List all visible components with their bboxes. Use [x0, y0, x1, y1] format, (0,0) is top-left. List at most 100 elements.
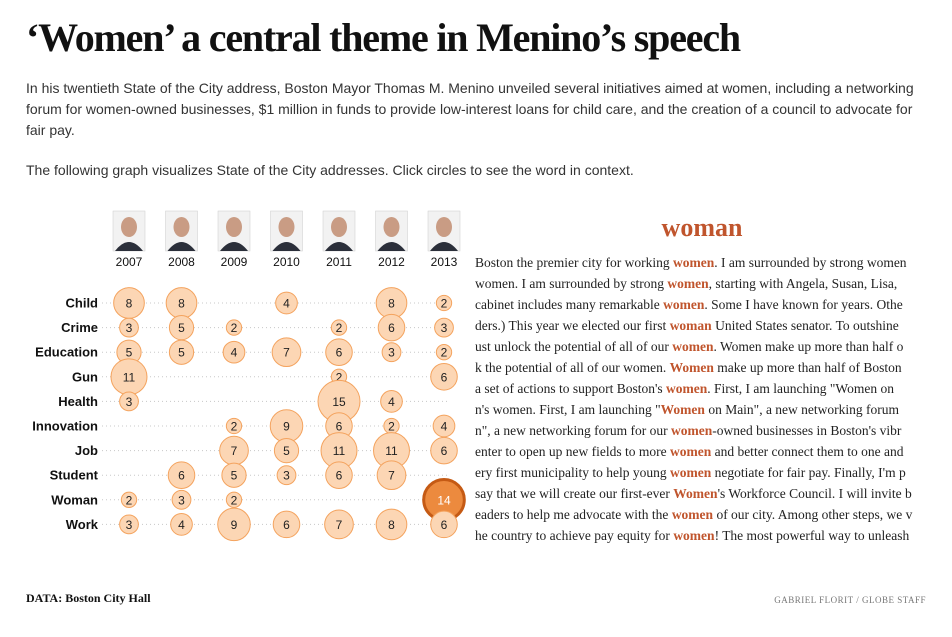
graphic-credit: GABRIEL FLORIT / GLOBE STAFF	[774, 595, 926, 605]
context-before: ders.) This year we elected our first	[475, 318, 670, 333]
portrait-icon	[428, 211, 460, 251]
bubble[interactable]	[169, 340, 193, 364]
bubble[interactable]	[376, 509, 407, 540]
bubble[interactable]	[171, 514, 193, 536]
context-before: Boston the premier city for working	[475, 255, 673, 270]
context-after: 's Workforce Council. I will invite b	[718, 486, 912, 501]
bubble[interactable]	[277, 466, 296, 485]
context-line: n's women. First, I am launching "Women …	[475, 399, 928, 420]
bubble[interactable]	[376, 288, 407, 319]
row-label: Work	[66, 517, 99, 532]
context-keyword: women	[670, 465, 711, 480]
chart-row: Student 6 5 3 6 7	[50, 461, 448, 490]
bubble[interactable]	[222, 463, 246, 487]
chart-rows: Child 8 8 4 8 2Crime 3 5 2 2 6 3Education 5 5 4 7 6 3 2Gun…	[32, 288, 464, 541]
bubble[interactable]	[436, 295, 451, 310]
bubble[interactable]	[220, 436, 249, 465]
context-keyword: women	[673, 255, 714, 270]
bubble[interactable]	[166, 288, 197, 319]
portrait-icon	[323, 211, 355, 251]
year-label: 2013	[431, 255, 458, 269]
bubble[interactable]	[272, 338, 301, 367]
bubble[interactable]	[433, 415, 455, 437]
portrait-face	[331, 217, 347, 237]
context-word-title: woman	[602, 213, 802, 243]
context-after: of our city. Among other steps, we v	[713, 507, 912, 522]
bubble[interactable]	[378, 314, 405, 341]
context-line: women. I am surrounded by strong women, …	[475, 273, 928, 294]
bubble[interactable]	[169, 315, 193, 339]
context-after: , starting with Angela, Susan, Lisa,	[709, 276, 898, 291]
chart-row: Gun 11 2 6	[72, 359, 457, 395]
context-after: . I am surrounded by strong women	[714, 255, 906, 270]
row-label: Student	[50, 468, 99, 483]
bubble[interactable]	[226, 320, 241, 335]
bubble[interactable]	[384, 418, 399, 433]
bubble[interactable]	[331, 320, 346, 335]
bubble[interactable]	[120, 392, 139, 411]
context-after: on Main", a new networking forum	[705, 402, 899, 417]
bubble[interactable]	[226, 418, 241, 433]
bubble[interactable]	[218, 508, 251, 541]
context-keyword: Women	[661, 402, 705, 417]
context-line: Boston the premier city for working wome…	[475, 252, 928, 273]
intro-paragraph: In his twentieth State of the City addre…	[26, 78, 926, 141]
context-keyword: women	[672, 507, 713, 522]
context-keyword: woman	[670, 318, 712, 333]
bubble[interactable]	[431, 437, 458, 464]
row-label: Innovation	[32, 419, 98, 434]
context-line: ery first municipality to help young wom…	[475, 462, 928, 483]
bubble[interactable]	[121, 492, 136, 507]
context-line: n", a new networking forum for our women…	[475, 420, 928, 441]
portrait-row	[113, 211, 460, 251]
bubble[interactable]	[436, 345, 451, 360]
context-after: ! The most powerful way to unleash	[715, 528, 910, 543]
bubble[interactable]	[326, 462, 353, 489]
bubble[interactable]	[111, 359, 147, 395]
context-line: ders.) This year we elected our first wo…	[475, 315, 928, 336]
year-labels: 2007 2008 2009 2010 2011 2012 2013	[116, 255, 458, 269]
bubble[interactable]	[381, 391, 403, 413]
chart-row: Crime 3 5 2 2 6 3	[61, 314, 453, 341]
bubble[interactable]	[435, 318, 454, 337]
row-label: Health	[58, 394, 98, 409]
context-after: -owned businesses in Boston's vibr	[712, 423, 901, 438]
bubble[interactable]	[270, 410, 303, 443]
bubble[interactable]	[273, 511, 300, 538]
context-before: he country to achieve pay equity for	[475, 528, 673, 543]
context-after: . First, I am launching "Women on	[707, 381, 894, 396]
context-panel: Boston the premier city for working wome…	[475, 252, 928, 552]
bubble[interactable]	[274, 438, 298, 462]
context-keyword: women	[672, 339, 713, 354]
bubble[interactable]	[172, 490, 191, 509]
bubble[interactable]	[120, 515, 139, 534]
bubble[interactable]	[276, 292, 298, 314]
context-keyword: Women	[673, 486, 717, 501]
bubble[interactable]	[223, 341, 245, 363]
row-label: Job	[75, 443, 98, 458]
bubble[interactable]	[326, 339, 353, 366]
context-before: ust unlock the potential of all of our	[475, 339, 672, 354]
instructions: The following graph visualizes State of …	[26, 160, 634, 180]
bubble[interactable]	[431, 364, 458, 391]
context-line: cabinet includes many remarkable women. …	[475, 294, 928, 315]
context-before: k the potential of all of our women.	[475, 360, 670, 375]
bubble[interactable]	[325, 510, 354, 539]
context-before: say that we will create our first-ever	[475, 486, 673, 501]
bubble[interactable]	[377, 461, 406, 490]
bubble[interactable]	[431, 511, 458, 538]
bubble[interactable]	[168, 462, 195, 489]
bubble[interactable]	[120, 318, 139, 337]
context-keyword: women	[666, 381, 707, 396]
bubble[interactable]	[382, 343, 401, 362]
portrait-face	[174, 217, 190, 237]
context-keyword: women	[673, 528, 714, 543]
year-label: 2007	[116, 255, 143, 269]
bubble[interactable]	[114, 288, 145, 319]
bubble[interactable]	[226, 492, 241, 507]
portrait-face	[436, 217, 452, 237]
context-line: say that we will create our first-ever W…	[475, 483, 928, 504]
context-keyword: women	[667, 276, 708, 291]
portrait-face	[384, 217, 400, 237]
year-label: 2012	[378, 255, 405, 269]
